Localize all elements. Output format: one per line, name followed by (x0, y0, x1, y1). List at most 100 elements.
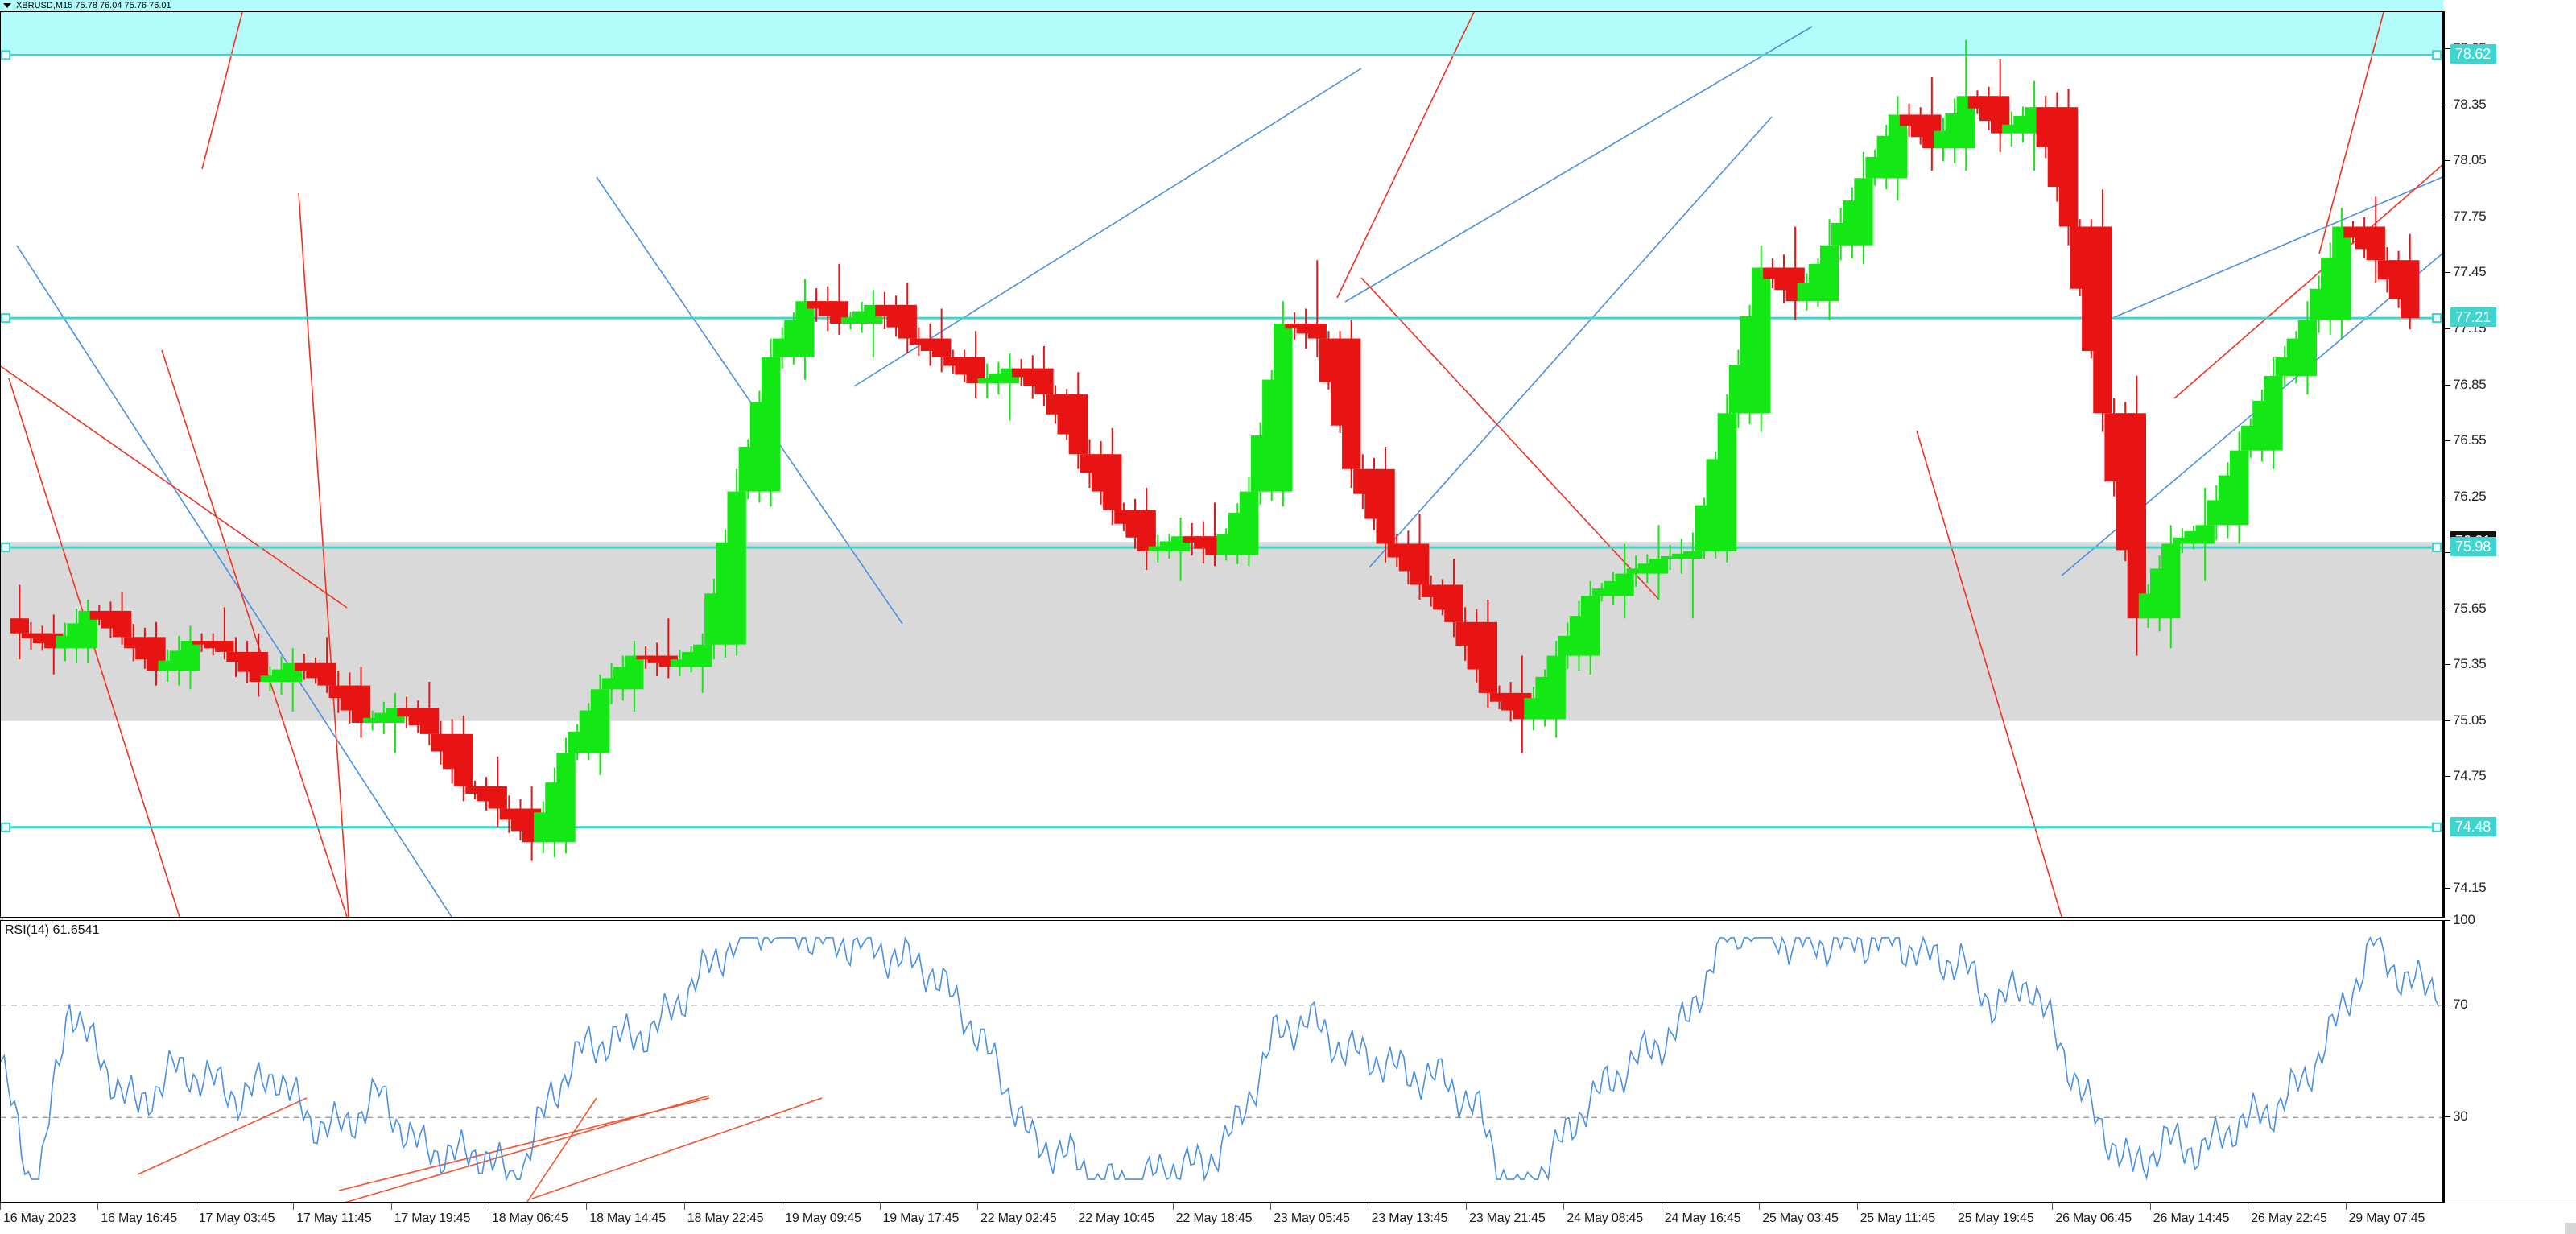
price-tick (2443, 48, 2450, 50)
candle-body (10, 618, 29, 634)
rsi-tick (2443, 1116, 2450, 1118)
time-axis-label: 19 May 09:45 (785, 1211, 861, 1225)
trendline-red (161, 349, 348, 917)
price-tick (2443, 776, 2450, 778)
candle-body (2264, 375, 2283, 451)
price-tick (2443, 440, 2450, 442)
candle-body (1103, 454, 1122, 510)
time-tick (879, 1203, 881, 1210)
rsi-indicator-pane[interactable]: RSI(14) 61.6541 (0, 920, 2443, 1203)
candle-body (419, 708, 440, 734)
time-tick (97, 1203, 99, 1210)
price-level-tag[interactable]: 77.21 (2450, 307, 2497, 328)
rsi-axis-scale[interactable]: 100 70 30 (2443, 912, 2576, 1203)
trendline-blue (596, 176, 903, 625)
rsi-plot-area (1, 921, 2442, 1202)
candle-body (1717, 413, 1736, 551)
candle-body (727, 491, 746, 645)
time-tick (1368, 1203, 1369, 1210)
time-axis-label: 25 May 03:45 (1762, 1211, 1839, 1225)
trendline-red (1916, 430, 2062, 917)
rsi-tick-label: 70 (2453, 996, 2468, 1012)
candle-body (249, 651, 268, 682)
time-axis-label: 25 May 11:45 (1860, 1211, 1936, 1225)
candle-body (215, 641, 234, 652)
price-tick (2443, 384, 2450, 386)
price-chart-pane[interactable] (0, 11, 2443, 918)
rsi-chart-canvas (1, 935, 2442, 1202)
time-axis-label: 22 May 18:45 (1175, 1211, 1253, 1225)
time-tick (2149, 1203, 2151, 1210)
time-tick (1172, 1203, 1174, 1210)
candle-body (1285, 324, 1304, 329)
price-tick (2443, 328, 2450, 329)
price-level-tag[interactable]: 78.62 (2450, 44, 2497, 64)
resize-grip[interactable] (2565, 1223, 2576, 1234)
price-tick (2443, 664, 2450, 666)
price-tick-label: 75.05 (2453, 712, 2487, 728)
time-tick (2052, 1203, 2054, 1210)
trendline-red (1336, 12, 1475, 299)
trendline-blue (2093, 176, 2442, 327)
time-axis-scale[interactable]: 16 May 2023 16 May 16:45 17 May 03:45 17 Ma… (0, 1203, 2576, 1234)
candle-body (1342, 338, 1361, 469)
time-axis-label: 16 May 16:45 (101, 1211, 177, 1225)
price-tick (2443, 160, 2450, 162)
time-axis-label: 25 May 19:45 (1958, 1211, 2034, 1225)
candle-body (1274, 324, 1293, 492)
candle-body (454, 733, 473, 786)
triangle-down-icon[interactable] (3, 3, 11, 8)
candle-body (2401, 260, 2420, 319)
candle-body (840, 317, 861, 324)
candle-body (1615, 573, 1634, 596)
price-level-tag[interactable]: 74.48 (2450, 816, 2497, 836)
candle-body (260, 675, 280, 682)
time-tick (977, 1203, 978, 1210)
symbol-ohlc-label: XBRUSD,M15 75.78 76.04 75.76 76.01 (16, 1, 171, 10)
price-level-tag[interactable]: 75.98 (2450, 537, 2497, 557)
candle-body (1626, 568, 1645, 574)
candle-body (795, 301, 815, 357)
time-axis-label: 19 May 17:45 (882, 1211, 960, 1225)
candle-body (2229, 450, 2249, 526)
candle-body (625, 655, 644, 690)
time-tick (2345, 1203, 2347, 1210)
candle-body (2058, 107, 2079, 227)
candle-body (2002, 124, 2021, 134)
candle-body (2332, 226, 2351, 320)
price-tick-label: 77.75 (2453, 208, 2487, 224)
time-tick (683, 1203, 685, 1210)
candle-body (112, 610, 132, 638)
rsi-indicator-label: RSI(14) 61.6541 (5, 923, 100, 937)
candle-body (590, 689, 610, 753)
price-tick-label: 75.65 (2453, 600, 2487, 616)
candle-body (909, 338, 929, 345)
candle-body (1183, 536, 1202, 543)
candle-body (1444, 584, 1463, 622)
symbol-info-bar[interactable]: XBRUSD,M15 75.78 76.04 75.76 76.01 (0, 0, 2443, 11)
candle-body (1068, 394, 1088, 455)
candle-body (2297, 320, 2318, 376)
price-tick-label: 76.25 (2453, 488, 2487, 504)
price-chart-canvas (1, 12, 2442, 917)
candle-body (1137, 510, 1156, 551)
candle-body (2093, 226, 2112, 414)
trendline-red (298, 192, 349, 917)
time-axis-label: 26 May 22:45 (2251, 1211, 2327, 1225)
candle-body (1854, 178, 1873, 246)
price-tick-label: 78.35 (2453, 96, 2487, 112)
candle-body (943, 357, 963, 366)
candle-body (1034, 368, 1054, 395)
candle-body (192, 641, 212, 645)
price-tick (2443, 720, 2450, 721)
time-axis-label: 17 May 11:45 (296, 1211, 372, 1225)
rsi-line (1, 935, 2440, 1182)
candle-body (363, 717, 382, 723)
candle-body (977, 378, 997, 384)
time-axis-label: 26 May 14:45 (2153, 1211, 2230, 1225)
candle-body (693, 644, 712, 667)
candle-body (351, 685, 371, 723)
candle-body (1956, 96, 1975, 149)
price-axis-scale[interactable]: 78.6578.3578.0577.7577.4577.1576.8576.55… (2443, 11, 2576, 918)
